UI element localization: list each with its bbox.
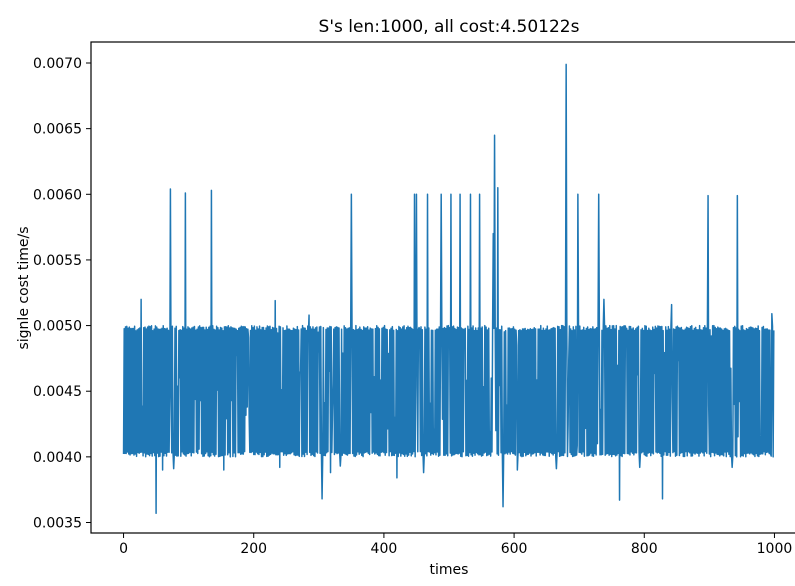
y-axis-ticks: 0.0035 0.0040 0.0045 0.0050 0.0055 0.0060 0.00…	[33, 56, 91, 531]
axes-frame	[90, 41, 795, 534]
y-tick-label: 0.0050	[33, 319, 82, 335]
y-tick-label: 0.0070	[33, 56, 82, 72]
y-tick-label: 0.0045	[33, 384, 82, 400]
x-axis-ticks: 0 200 400 600 800 1000	[119, 533, 792, 557]
x-tick-label: 1000	[757, 541, 793, 557]
x-tick-label: 600	[501, 541, 528, 557]
x-tick-label: 400	[371, 541, 398, 557]
y-tick-label: 0.0035	[33, 515, 82, 531]
x-tick-label: 0	[119, 541, 128, 557]
y-tick-label: 0.0055	[33, 253, 82, 269]
y-axis-label: signle cost time/s	[16, 226, 32, 349]
x-tick-label: 800	[631, 541, 658, 557]
x-tick-label: 200	[240, 541, 267, 557]
chart-title: S's len:1000, all cost:4.50122s	[319, 17, 580, 37]
y-tick-label: 0.0065	[33, 122, 82, 138]
x-axis-label: times	[430, 562, 469, 578]
series-line	[122, 63, 775, 515]
y-tick-label: 0.0060	[33, 187, 82, 203]
y-tick-label: 0.0040	[33, 450, 82, 466]
plot-series	[122, 63, 775, 515]
